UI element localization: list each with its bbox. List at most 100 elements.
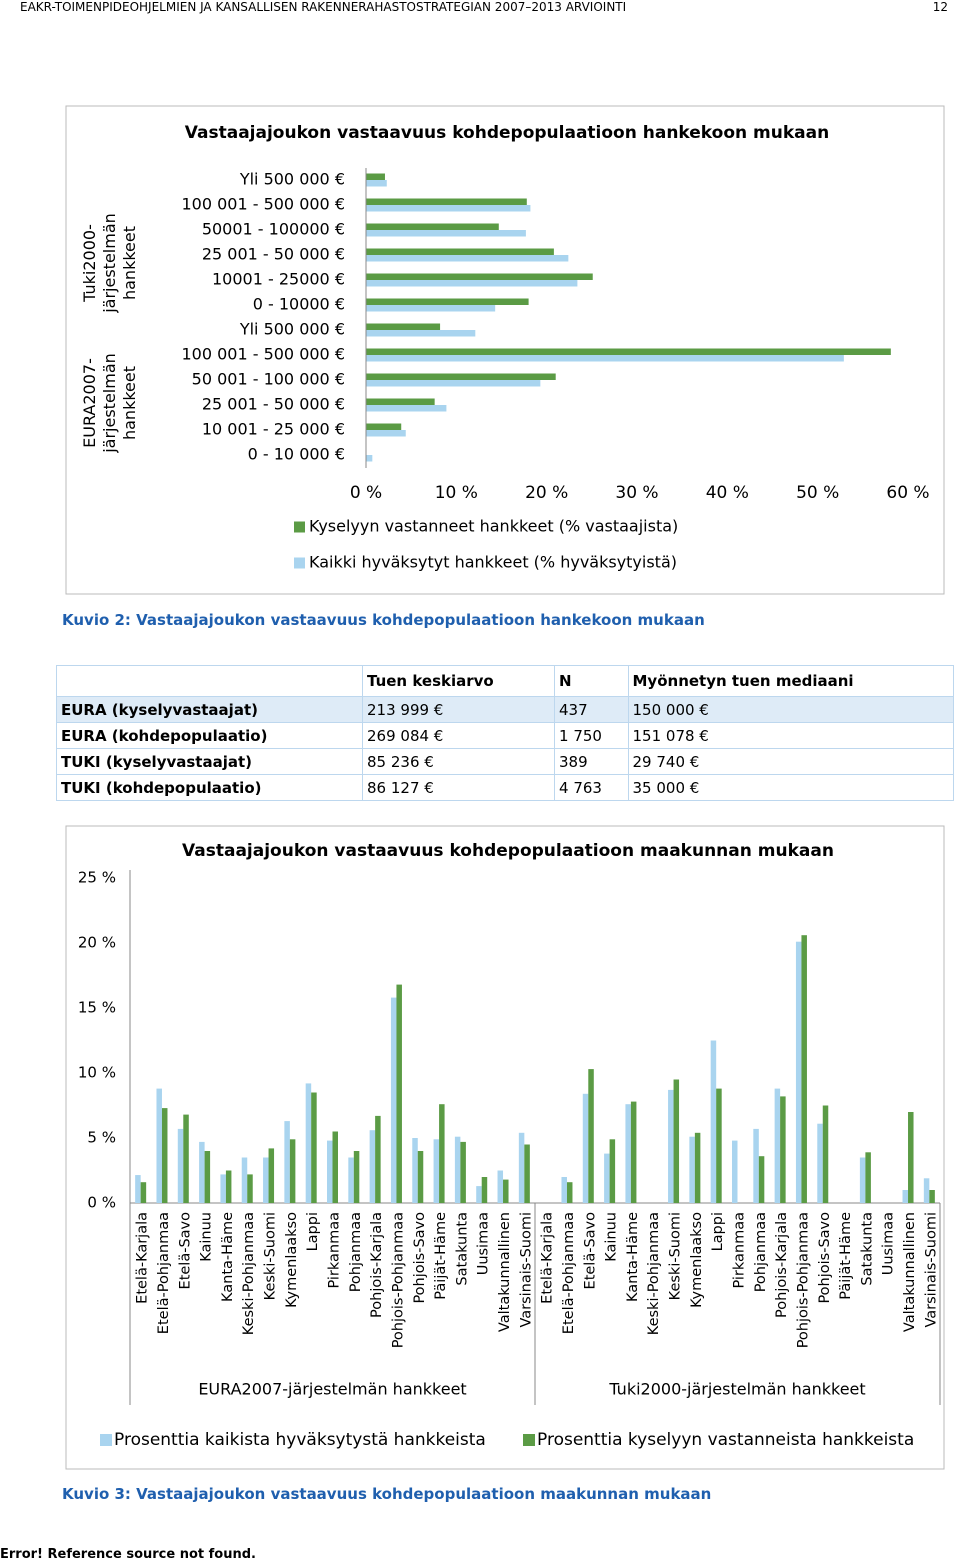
bar [694, 1132, 701, 1203]
y-tick-label: 10 % [78, 1064, 116, 1082]
bar [732, 1140, 738, 1203]
x-tick-label: Kanta-Häme [625, 1212, 641, 1302]
y-tick-label: Yli 500 000 € [239, 170, 345, 189]
legend-label: Kaikki hyväksytyt hankkeet (% hyväksytyi… [309, 553, 677, 572]
y-tick-label: 0 - 10000 € [253, 295, 345, 314]
header-cell: Tuen keskiarvo [361, 665, 556, 697]
bar [311, 1092, 317, 1203]
x-tick-label: 30 % [615, 483, 658, 503]
bar [327, 1140, 333, 1203]
bar [284, 1121, 290, 1203]
group-label: Tuki2000-järjestelmän hankkeet [80, 213, 139, 313]
bar [668, 1089, 674, 1203]
legend-label: Prosenttia kaikista hyväksytystä hankkei… [114, 1430, 486, 1450]
legend-swatch [100, 1434, 112, 1446]
bar [366, 273, 593, 280]
bar [366, 405, 447, 412]
legend-label: Prosenttia kyselyyn vastanneista hankkei… [537, 1430, 914, 1450]
x-tick-label: Varsinais-Suomi [518, 1212, 534, 1328]
y-tick-label: Yli 500 000 € [239, 320, 345, 339]
bar [582, 1093, 589, 1203]
table-row: TUKI (kyselyvastaajat) 85 236 €389 29 740 … [56, 748, 954, 775]
bar [753, 1128, 759, 1203]
bar [366, 223, 499, 230]
bar [859, 1157, 866, 1203]
table-cell: TUKI (kohdepopulaatio) [56, 774, 363, 801]
bar [817, 1123, 823, 1203]
table-cell: 269 084 € [361, 722, 556, 749]
bar [588, 1069, 594, 1203]
bar [366, 348, 891, 355]
page-number: 12 [932, 0, 948, 14]
bar [263, 1157, 269, 1203]
y-tick-label: 5 % [87, 1129, 116, 1147]
table-cell: EURA (kohdepopulaatio) [56, 722, 363, 749]
header-cell: N [554, 665, 629, 697]
bar [241, 1157, 248, 1203]
bar [199, 1141, 205, 1203]
table-cell: 29 740 € [627, 748, 954, 775]
legend-swatch [294, 521, 305, 533]
x-tick-label: Pohjois-Savo [412, 1212, 428, 1304]
bar [366, 180, 387, 187]
bar [247, 1174, 253, 1203]
bar [366, 423, 402, 430]
y-tick-label: 25 001 - 50 000 € [202, 245, 345, 264]
bar [396, 984, 402, 1203]
bar [412, 1138, 418, 1203]
x-tick-label: Kainuu [604, 1212, 620, 1262]
bar [366, 373, 556, 380]
table-row: TUKI (kohdepopulaatio) 86 127 €4 763 35 00… [56, 774, 954, 801]
x-tick-label: Varsinais-Suomi [923, 1212, 939, 1328]
x-tick-label: Satakunta [859, 1212, 875, 1286]
bar [518, 1132, 525, 1203]
bar [366, 198, 527, 205]
bar [140, 1182, 147, 1203]
x-tick-label: Uusimaa [476, 1212, 492, 1275]
table-row: EURA (kyselyvastaajat) 213 999 €437 150 00… [56, 696, 954, 723]
table-row: EURA (kohdepopulaatio) 269 084 €1 750 151 … [56, 722, 954, 749]
bar [305, 1083, 312, 1203]
x-tick-label: 40 % [706, 483, 749, 503]
bar [439, 1104, 445, 1203]
x-tick-label: 20 % [525, 483, 568, 503]
bar [716, 1088, 722, 1203]
bar [366, 355, 844, 362]
table-cell: 213 999 € [361, 696, 556, 723]
bar [366, 280, 578, 287]
y-tick-label: 50001 - 100000 € [202, 220, 345, 239]
bar [204, 1151, 211, 1203]
bar [366, 205, 531, 212]
x-tick-label: Pohjois-Pohjanmaa [795, 1212, 811, 1348]
group-label: EURA2007-järjestelmän hankkeet [80, 353, 139, 453]
bar [183, 1114, 189, 1203]
bar [497, 1170, 504, 1203]
x-tick-label: Etelä-Karjala [135, 1212, 151, 1304]
bar [460, 1141, 466, 1203]
bar [289, 1139, 296, 1203]
x-tick-label: Keski-Suomi [263, 1212, 279, 1300]
bar [710, 1040, 717, 1203]
table-cell: 151 078 € [627, 722, 954, 749]
chart-frame [65, 105, 945, 595]
table-cell: EURA (kyselyvastaajat) [56, 696, 363, 723]
legend-swatch [523, 1434, 535, 1446]
y-tick-label: 25 001 - 50 000 € [202, 395, 345, 414]
bar [366, 173, 385, 180]
bar [417, 1151, 424, 1203]
x-tick-label: Keski-Pohjanmaa [646, 1212, 662, 1335]
caption: Kuvio 2: Vastaajajoukon vastaavuus kohde… [62, 611, 705, 629]
x-tick-label: Keski-Suomi [668, 1212, 684, 1300]
data-table: Tuen keskiarvo N Myönnetyn tuen mediaani EU… [56, 665, 954, 801]
table-cell: 389 [554, 748, 629, 775]
bar [390, 997, 397, 1203]
x-tick-label: Valtakunnallinen [902, 1212, 918, 1332]
bar [177, 1128, 184, 1203]
bar [604, 1153, 610, 1203]
x-tick-label: Päijät-Häme [433, 1212, 449, 1300]
bar [801, 935, 807, 1203]
x-tick-label: Keski-Pohjanmaa [241, 1212, 257, 1335]
bar [366, 248, 554, 255]
